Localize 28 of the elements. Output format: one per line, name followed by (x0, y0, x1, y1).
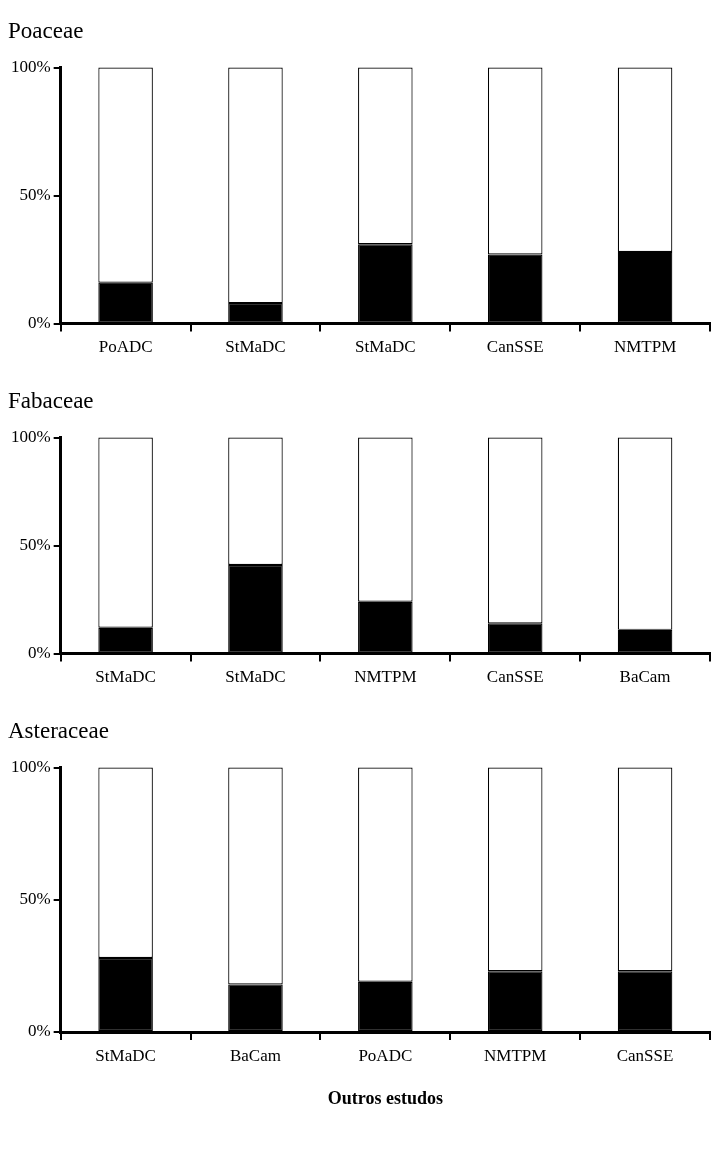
y-tick-label: 100% (10, 427, 51, 447)
x-tick-label: StMaDC (225, 337, 286, 357)
chart-title: Fabaceae (8, 387, 94, 413)
x-tick-label: NMTPM (613, 337, 677, 357)
x-tick-label: StMaDC (95, 667, 156, 687)
x-tick-label: PoADC (98, 337, 153, 357)
y-tick-label: 0% (27, 313, 51, 333)
y-tick-label: 50% (19, 185, 51, 205)
y-tick-label: 100% (10, 57, 51, 77)
x-axis-title: Outros estudos (327, 1087, 443, 1108)
y-tick-label: 100% (10, 757, 51, 777)
y-tick-label: 0% (27, 643, 51, 663)
chart-title: Asteraceae (8, 717, 109, 743)
y-tick-label: 0% (27, 1021, 51, 1041)
chart-title: Poaceae (8, 17, 84, 43)
y-tick-label: 50% (19, 535, 51, 555)
x-tick-label: CanSSE (486, 667, 544, 687)
x-tick-label: StMaDC (355, 337, 416, 357)
x-tick-label: BaCam (229, 1045, 281, 1065)
x-tick-label: PoADC (358, 1045, 413, 1065)
x-tick-label: CanSSE (616, 1045, 674, 1065)
x-tick-label: StMaDC (95, 1045, 156, 1065)
y-tick-label: 50% (19, 889, 51, 909)
x-tick-label: CanSSE (486, 337, 544, 357)
x-tick-label: NMTPM (354, 667, 417, 687)
x-tick-label: StMaDC (225, 667, 286, 687)
x-tick-label: NMTPM (484, 1045, 547, 1065)
x-tick-label: BaCam (619, 667, 671, 687)
